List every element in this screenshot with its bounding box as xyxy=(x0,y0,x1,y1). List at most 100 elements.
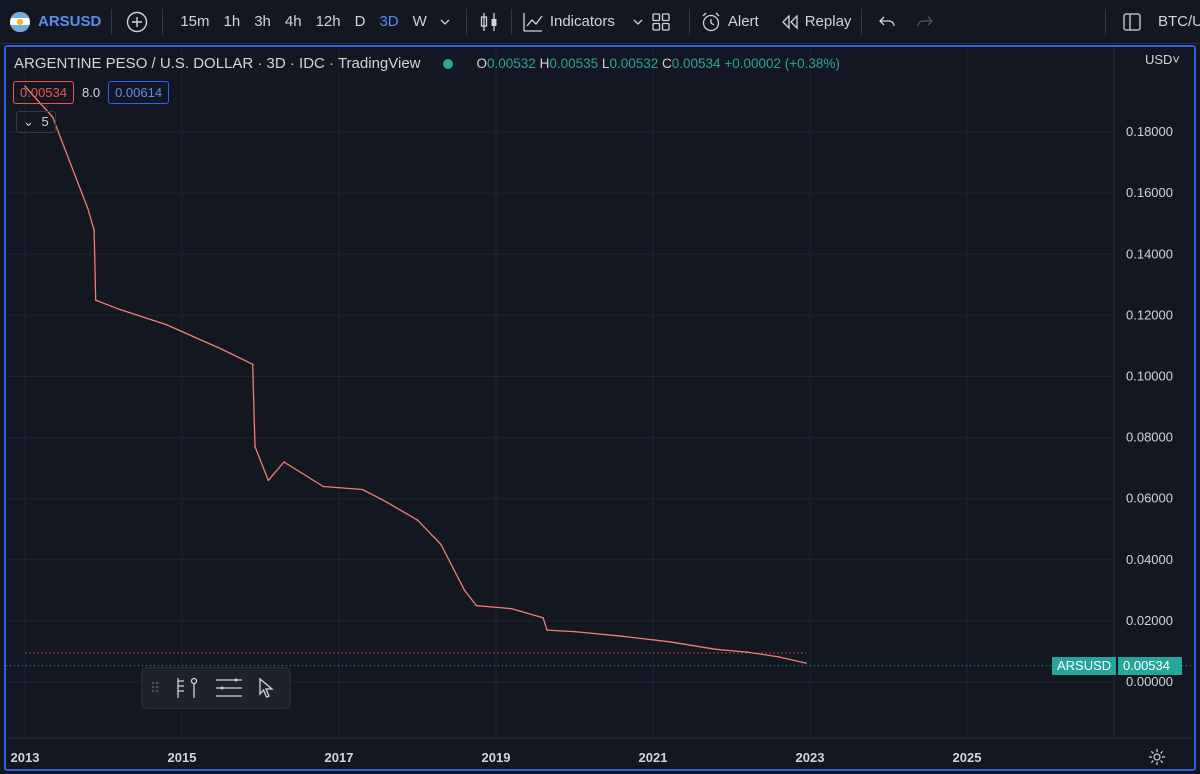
divider xyxy=(465,8,467,35)
chart-pane[interactable] xyxy=(4,45,1196,771)
divider xyxy=(861,8,863,35)
symbol-search[interactable]: ARSUSD xyxy=(10,11,101,32)
top-toolbar: ARSUSD 15m 1h 3h 4h 12h D 3D W Indicators Alert… xyxy=(0,0,1200,44)
x-tick-label: 2021 xyxy=(639,750,668,765)
data-point xyxy=(416,519,419,521)
interval-3h[interactable]: 3h xyxy=(254,13,271,30)
data-point xyxy=(361,488,364,491)
data-point xyxy=(267,479,270,482)
alert-label: Alert xyxy=(727,13,759,30)
layouts-button[interactable] xyxy=(643,12,679,32)
high-key: H xyxy=(539,56,550,71)
interval-group: 15m 1h 3h 4h 12h D 3D W xyxy=(173,13,433,30)
buy-sell-panel: 0.00534 8.0 0.00614 xyxy=(13,81,170,104)
symbol-price-tag: ARSUSD xyxy=(1052,657,1117,675)
data-point xyxy=(463,589,466,592)
x-tick-label: 2025 xyxy=(953,750,982,765)
open-key: O xyxy=(476,56,488,71)
drawing-toolbar: ⠿ xyxy=(141,667,291,709)
interval-1h[interactable]: 1h xyxy=(223,13,241,30)
data-point xyxy=(87,207,89,210)
data-point xyxy=(777,656,780,658)
data-point xyxy=(510,607,513,610)
alert-button[interactable]: Alert xyxy=(700,11,759,33)
y-tick-label: 0.00000 xyxy=(1126,674,1173,689)
divider xyxy=(688,8,690,35)
candlestick-icon xyxy=(480,12,497,31)
rewind-icon xyxy=(781,13,798,30)
redo-icon xyxy=(917,16,934,26)
data-point xyxy=(93,229,95,231)
right-symbol[interactable]: BTC/U xyxy=(1158,13,1200,30)
interval-w[interactable]: W xyxy=(412,13,427,30)
data-point xyxy=(715,648,717,651)
interval-12h[interactable]: 12h xyxy=(315,13,341,30)
drag-handle-icon[interactable]: ⠿ xyxy=(150,679,161,696)
y-tick-label: 0.06000 xyxy=(1126,491,1173,506)
fib-tool-icon[interactable] xyxy=(172,676,202,700)
buy-button[interactable]: 0.00614 xyxy=(108,81,170,104)
divider xyxy=(111,8,113,35)
divider xyxy=(162,8,164,35)
data-point xyxy=(620,635,623,637)
chart-settings-button[interactable] xyxy=(1148,748,1166,771)
indicators-collapse-button[interactable]: ⌄ 5 xyxy=(16,111,56,133)
currency-selector[interactable]: USD˅ xyxy=(1145,52,1180,67)
x-tick-label: 2013 xyxy=(11,750,40,765)
low-value: 0.00532 xyxy=(609,56,659,71)
split-panel-icon xyxy=(1123,12,1141,31)
close-key: C xyxy=(662,56,672,71)
y-tick-label: 0.04000 xyxy=(1126,552,1173,567)
replay-button[interactable]: Replay xyxy=(781,13,852,30)
interval-15m[interactable]: 15m xyxy=(180,13,210,30)
indicators-label: Indicators xyxy=(549,13,615,30)
indicators-icon xyxy=(523,12,543,32)
indicators-button[interactable]: Indicators xyxy=(522,11,643,33)
data-point xyxy=(475,604,478,607)
low-key: L xyxy=(601,56,610,71)
data-point xyxy=(385,500,387,503)
chart-legend: ARGENTINE PESO / U.S. DOLLAR · 3D · IDC … xyxy=(14,55,840,72)
y-tick-label: 0.10000 xyxy=(1126,369,1173,384)
cursor-icon[interactable] xyxy=(256,677,276,699)
replay-label: Replay xyxy=(804,13,852,30)
y-tick-label: 0.02000 xyxy=(1126,613,1173,628)
data-point xyxy=(546,629,548,631)
chart-type-button[interactable] xyxy=(477,11,501,33)
y-tick-label: 0.16000 xyxy=(1126,185,1173,200)
interval-3d[interactable]: 3D xyxy=(379,13,399,30)
currency-label: USD xyxy=(1144,52,1173,67)
market-status-icon xyxy=(442,58,453,69)
y-tick-label: 0.08000 xyxy=(1126,430,1173,445)
chart-title: ARGENTINE PESO / U.S. DOLLAR · 3D · IDC … xyxy=(14,55,421,72)
horizontal-lines-icon[interactable] xyxy=(214,676,244,700)
undo-icon xyxy=(879,16,896,26)
close-value: 0.00534 xyxy=(671,56,721,71)
data-point xyxy=(573,630,576,633)
data-point xyxy=(254,445,256,448)
divider xyxy=(1105,8,1106,35)
data-point xyxy=(440,543,442,546)
compare-button[interactable] xyxy=(122,11,152,33)
y-tick-label: 0.12000 xyxy=(1126,307,1173,322)
interval-dropdown[interactable] xyxy=(434,17,456,27)
chevron-down-icon: ⌄ xyxy=(23,114,34,129)
undo-button[interactable] xyxy=(872,15,902,29)
plus-circle-icon xyxy=(127,11,148,32)
layout-panel-button[interactable] xyxy=(1116,12,1148,32)
x-tick-label: 2023 xyxy=(796,750,825,765)
data-point xyxy=(746,651,748,653)
data-point xyxy=(251,363,254,366)
data-point xyxy=(283,461,285,463)
data-point xyxy=(118,308,120,311)
data-point xyxy=(667,640,670,643)
open-value: 0.00532 xyxy=(487,56,536,71)
x-tick-label: 2017 xyxy=(325,750,354,765)
x-tick-label: 2019 xyxy=(482,750,511,765)
sell-button[interactable]: 0.00534 xyxy=(13,81,74,104)
interval-4h[interactable]: 4h xyxy=(284,13,302,30)
gear-icon xyxy=(1149,749,1165,765)
interval-d[interactable]: D xyxy=(354,13,366,30)
redo-button[interactable] xyxy=(902,15,948,29)
